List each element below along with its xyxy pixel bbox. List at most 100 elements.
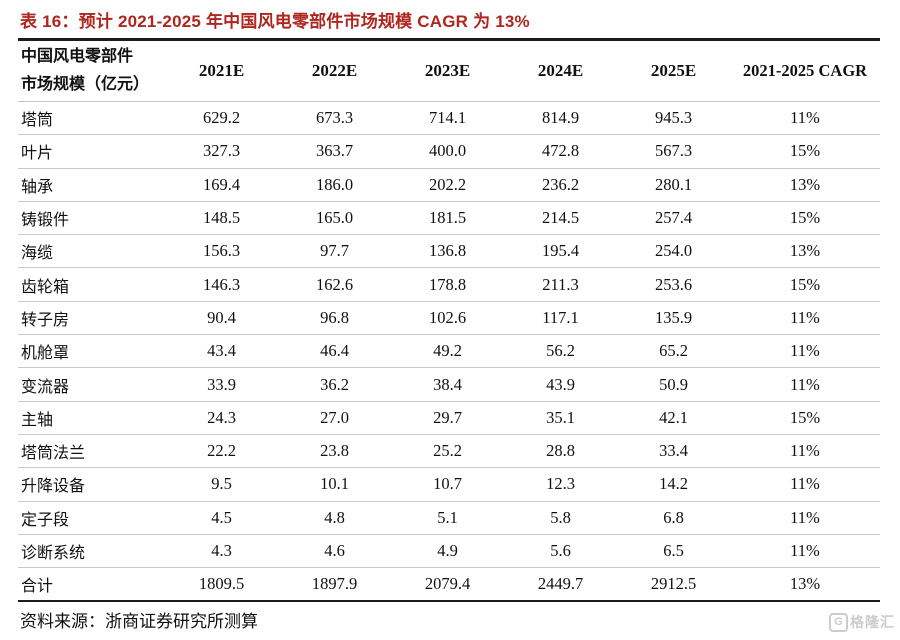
gelonghui-logo-icon: G <box>829 612 848 632</box>
table-row: 塔筒 629.2 673.3 714.1 814.9 945.3 11% <box>18 101 880 136</box>
table-row: 齿轮箱 146.3 162.6 178.8 211.3 253.6 15% <box>18 267 880 302</box>
cell-value: 15% <box>730 201 880 236</box>
table-row: 塔筒法兰 22.2 23.8 25.2 28.8 33.4 11% <box>18 434 880 469</box>
cell-value: 65.2 <box>617 334 730 369</box>
cell-value: 33.9 <box>165 367 278 402</box>
row-label: 合计 <box>21 578 54 596</box>
column-header: 2022E <box>278 39 391 102</box>
cell-value: 11% <box>730 101 880 136</box>
row-label: 齿轮箱 <box>18 267 165 302</box>
cell-value: 5.6 <box>504 534 617 569</box>
cell-value: 25.2 <box>391 434 504 469</box>
cell-value: 33.4 <box>617 434 730 469</box>
cell-value: 567.3 <box>617 134 730 169</box>
cell-value: 673.3 <box>278 101 391 136</box>
cell-value: 90.4 <box>165 301 278 336</box>
cell-value: 10.7 <box>391 467 504 502</box>
cell-value: 4.5 <box>165 501 278 535</box>
table-row: 机舱罩 43.4 46.4 49.2 56.2 65.2 11% <box>18 334 880 369</box>
cell-value: 11% <box>730 467 880 502</box>
cell-value: 15% <box>730 401 880 435</box>
cell-value: 400.0 <box>391 134 504 169</box>
header-label-line1: 中国风电零部件 <box>21 48 134 65</box>
cell-value: 102.6 <box>391 301 504 336</box>
cell-value: 253.6 <box>617 267 730 302</box>
row-label: 变流器 <box>18 367 165 402</box>
watermark: G 格隆汇 <box>829 612 895 632</box>
cell-value: 35.1 <box>504 401 617 435</box>
cell-value: 6.8 <box>617 501 730 535</box>
table-title: 表 16：预计 2021-2025 年中国风电零部件市场规模 CAGR 为 13… <box>20 12 530 31</box>
cell-value: 29.7 <box>391 401 504 435</box>
cell-value: 148.5 <box>165 201 278 236</box>
watermark-text: 格隆汇 <box>850 614 895 630</box>
cell-value: 136.8 <box>391 234 504 269</box>
cell-value: 42.1 <box>617 401 730 435</box>
column-header: 2025E <box>617 39 730 102</box>
cell-value: 27.0 <box>278 401 391 435</box>
cell-value: 11% <box>730 534 880 569</box>
cell-value: 472.8 <box>504 134 617 169</box>
table-row: 铸锻件 148.5 165.0 181.5 214.5 257.4 15% <box>18 201 880 236</box>
cell-value: 629.2 <box>165 101 278 136</box>
cell-value: 280.1 <box>617 168 730 202</box>
column-header: 2021E <box>165 39 278 102</box>
row-label: 主轴 <box>18 401 165 435</box>
cell-value: 162.6 <box>278 267 391 302</box>
cell-value: 363.7 <box>278 134 391 169</box>
cell-value: 4.6 <box>278 534 391 569</box>
row-label: 轴承 <box>18 168 165 202</box>
cell-value: 214.5 <box>504 201 617 236</box>
cell-value: 254.0 <box>617 234 730 269</box>
source-note: 资料来源：浙商证券研究所测算 <box>20 612 258 631</box>
cell-value: 28.8 <box>504 434 617 469</box>
cell-value: 156.3 <box>165 234 278 269</box>
cell-value: 945.3 <box>617 101 730 136</box>
cell-value: 46.4 <box>278 334 391 369</box>
cell-value: 13% <box>789 574 821 594</box>
cell-value: 714.1 <box>391 101 504 136</box>
header-row: 中国风电零部件 市场规模（亿元） 2021E 2022E 2023E 2024E 202… <box>18 39 880 102</box>
cell-value: 178.8 <box>391 267 504 302</box>
cell-value: 23.8 <box>278 434 391 469</box>
row-label: 海缆 <box>18 234 165 269</box>
cell-value: 211.3 <box>504 267 617 302</box>
cell-value: 13% <box>730 234 880 269</box>
cell-value: 13% <box>730 168 880 202</box>
cell-value: 22.2 <box>165 434 278 469</box>
cell-value: 327.3 <box>165 134 278 169</box>
row-label: 机舱罩 <box>18 334 165 369</box>
cell-value: 11% <box>730 501 880 535</box>
table-row: 诊断系统 4.3 4.6 4.9 5.6 6.5 11% <box>18 534 880 569</box>
cell-value: 195.4 <box>504 234 617 269</box>
table-row: 转子房 90.4 96.8 102.6 117.1 135.9 11% <box>18 301 880 336</box>
header-label-cell: 中国风电零部件 市场规模（亿元） <box>18 39 165 102</box>
cell-value: 11% <box>730 434 880 469</box>
cell-value: 1809.5 <box>198 574 245 594</box>
cell-value: 202.2 <box>391 168 504 202</box>
cell-value: 4.8 <box>278 501 391 535</box>
cell-value: 24.3 <box>165 401 278 435</box>
cell-value: 11% <box>730 367 880 402</box>
cell-value: 9.5 <box>165 467 278 502</box>
cell-value: 2079.4 <box>424 574 471 594</box>
cell-value: 4.3 <box>165 534 278 569</box>
cell-value: 4.9 <box>391 534 504 569</box>
cell-value: 38.4 <box>391 367 504 402</box>
cell-value: 5.1 <box>391 501 504 535</box>
cell-value: 36.2 <box>278 367 391 402</box>
market-size-table: 中国风电零部件 市场规模（亿元） 2021E 2022E 2023E 2024E 202… <box>18 38 880 602</box>
cell-value: 10.1 <box>278 467 391 502</box>
cell-value: 117.1 <box>504 301 617 336</box>
cell-value: 169.4 <box>165 168 278 202</box>
cell-value: 56.2 <box>504 334 617 369</box>
cell-value: 49.2 <box>391 334 504 369</box>
cell-value: 146.3 <box>165 267 278 302</box>
cell-value: 15% <box>730 134 880 169</box>
row-label: 转子房 <box>18 301 165 336</box>
cell-value: 96.8 <box>278 301 391 336</box>
cell-value: 97.7 <box>278 234 391 269</box>
cell-value: 186.0 <box>278 168 391 202</box>
row-label: 诊断系统 <box>18 534 165 569</box>
table-row: 定子段 4.5 4.8 5.1 5.8 6.8 11% <box>18 501 880 535</box>
